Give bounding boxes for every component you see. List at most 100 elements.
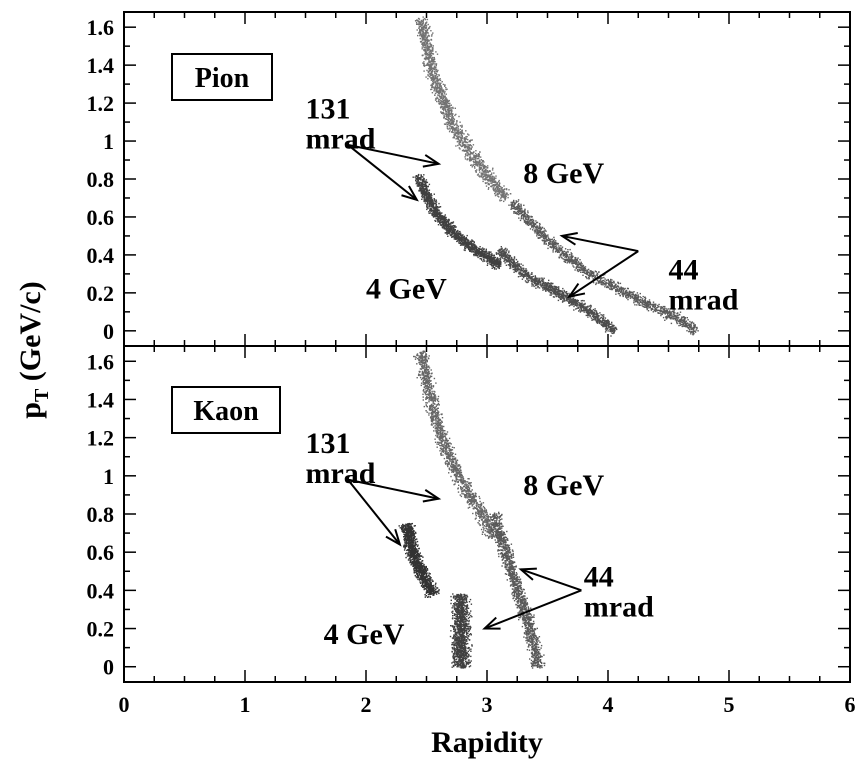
scatter-point	[502, 193, 504, 195]
scatter-point	[518, 217, 520, 219]
scatter-point	[592, 278, 594, 280]
scatter-point	[560, 256, 562, 258]
scatter-point	[631, 296, 633, 298]
scatter-point	[483, 259, 485, 261]
scatter-point	[564, 248, 567, 250]
scatter-point	[467, 133, 469, 135]
scatter-point	[640, 297, 642, 299]
scatter-point	[512, 204, 514, 206]
scatter-point	[426, 18, 429, 21]
scatter-point	[649, 304, 651, 306]
scatter-point	[536, 221, 539, 224]
scatter-point	[438, 202, 440, 205]
scatter-point	[664, 319, 666, 321]
scatter-point	[482, 176, 484, 178]
scatter-point	[611, 279, 613, 281]
scatter-point	[522, 216, 525, 218]
scatter-point	[641, 300, 643, 302]
scatter-point	[442, 97, 444, 99]
scatter-point	[419, 187, 421, 189]
scatter-point	[433, 60, 435, 62]
scatter-point	[686, 325, 688, 327]
scatter-point	[470, 157, 472, 159]
scatter-point	[474, 249, 476, 251]
scatter-point	[605, 281, 607, 283]
scatter-point	[498, 251, 501, 253]
scatter-point	[627, 287, 629, 290]
scatter-point	[620, 291, 622, 293]
scatter-point	[446, 88, 448, 90]
scatter-point	[420, 191, 422, 193]
scatter-point	[430, 205, 432, 207]
scatter-point	[516, 210, 519, 213]
scatter-point	[520, 205, 522, 207]
scatter-point	[472, 251, 474, 253]
scatter-point	[423, 44, 425, 46]
scatter-point	[423, 29, 425, 31]
scatter-point	[481, 174, 483, 176]
scatter-point	[438, 215, 440, 218]
scatter-point	[510, 207, 513, 209]
scatter-point	[491, 176, 493, 178]
scatter-point	[561, 252, 563, 254]
scatter-point	[577, 261, 580, 263]
scatter-point	[428, 183, 431, 186]
scatter-point	[511, 203, 513, 206]
scatter-point	[567, 249, 569, 251]
scatter-point	[594, 309, 596, 312]
scatter-point	[450, 123, 453, 125]
scatter-point	[491, 261, 493, 263]
scatter-point	[636, 304, 638, 306]
scatter-point	[566, 260, 568, 262]
scatter-point	[584, 303, 586, 306]
scatter-point	[447, 114, 449, 116]
scatter-point	[426, 50, 428, 52]
scatter-point	[447, 105, 449, 107]
scatter-point	[463, 235, 465, 238]
scatter-point	[426, 53, 429, 55]
scatter-point	[473, 151, 475, 153]
scatter-point	[460, 144, 462, 146]
scatter-point	[497, 267, 499, 269]
scatter-point	[517, 260, 519, 263]
scatter-point	[464, 158, 467, 160]
scatter-point	[420, 179, 422, 181]
scatter-point	[443, 222, 446, 224]
scatter-point	[453, 227, 455, 229]
scatter-point	[440, 213, 442, 215]
scatter-point	[515, 211, 517, 214]
scatter-point	[552, 249, 554, 251]
scatter-point	[464, 239, 466, 242]
scatter-point	[563, 254, 565, 256]
scatter-point	[429, 49, 431, 51]
scatter-point	[517, 200, 519, 203]
scatter-point	[510, 208, 512, 210]
scatter-point	[598, 277, 600, 279]
scatter-point	[482, 166, 485, 168]
scatter-point	[677, 320, 679, 322]
scatter-point	[552, 246, 555, 248]
scatter-point	[496, 258, 498, 260]
scatter-point	[536, 235, 538, 237]
scatter-point	[582, 305, 584, 307]
scatter-point	[429, 25, 431, 28]
scatter-point	[524, 208, 526, 210]
scatter-point	[597, 282, 600, 284]
scatter-point	[426, 28, 429, 31]
scatter-point	[426, 42, 429, 44]
scatter-point	[686, 326, 689, 328]
scatter-point	[629, 292, 631, 294]
scatter-point	[542, 238, 545, 240]
scatter-point	[565, 259, 567, 261]
scatter-point	[684, 322, 686, 325]
scatter-point	[475, 246, 477, 248]
scatter-point	[458, 141, 461, 144]
scatter-point	[634, 294, 636, 296]
scatter-point	[475, 251, 478, 254]
scatter-point	[432, 215, 434, 217]
scatter-point	[426, 193, 429, 195]
scatter-point	[430, 63, 432, 65]
scatter-point	[637, 294, 639, 296]
scatter-point	[552, 289, 555, 291]
scatter-point	[430, 66, 433, 69]
